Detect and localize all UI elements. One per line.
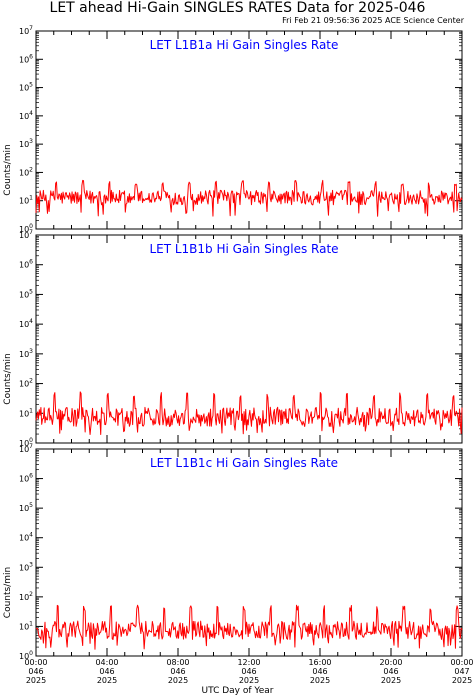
x-tick-label-year: 2025 [26,676,46,685]
x-tick-label-time: 12:00 [237,658,260,667]
y-tick-label: 103 [19,561,33,572]
y-tick-label: 101 [19,620,33,631]
y-tick-label: 102 [19,378,33,389]
y-tick-label: 100 [19,437,33,448]
x-tick-label-year: 2025 [97,676,117,685]
y-tick-label: 107 [19,443,33,454]
y-axis-label: Counts/min [3,353,13,404]
x-tick-label-doy: 046 [170,667,185,676]
y-tick-label: 101 [19,407,33,418]
panel-title: LET L1B1b Hi Gain Singles Rate [149,242,338,256]
x-tick-label-time: 04:00 [95,658,118,667]
x-tick-label-doy: 046 [383,667,398,676]
page-title: LET ahead Hi-Gain SINGLES RATES Data for… [49,0,426,16]
y-tick-label: 102 [19,591,33,602]
y-tick-label: 106 [19,473,33,484]
y-tick-label: 100 [19,223,33,234]
y-tick-label: 100 [19,650,33,661]
y-tick-label: 102 [19,166,33,177]
x-tick-label-year: 2025 [168,676,188,685]
data-series-line [35,391,463,435]
y-tick-label: 105 [19,288,33,299]
y-axis-label: Counts/min [3,144,13,195]
x-tick-label-doy: 046 [28,667,43,676]
y-tick-label: 103 [19,138,33,149]
panel-1: 100 101 102 103 104 105 106 107 Counts/min LET L1… [3,25,463,234]
x-tick-label-doy: 046 [312,667,327,676]
y-tick-label: 106 [19,53,33,64]
x-tick-label-year: 2025 [239,676,259,685]
y-tick-label: 104 [19,318,33,329]
y-tick-label: 106 [19,259,33,270]
x-tick-label-year: 2025 [452,676,472,685]
y-tick-label: 105 [19,502,33,513]
panel-title: LET L1B1c Hi Gain Singles Rate [150,456,338,470]
x-tick-label-doy: 047 [454,667,469,676]
y-tick-label: 107 [19,25,33,36]
timestamp: Fri Feb 21 09:56:36 2025 ACE Science Cen… [282,16,464,25]
x-tick-label-time: 00:00 [24,658,47,667]
x-tick-label-time: 08:00 [166,658,189,667]
y-tick-label: 103 [19,348,33,359]
x-tick-label-year: 2025 [381,676,401,685]
plot-frame [35,234,463,444]
y-tick-label: 104 [19,110,33,121]
x-axis-label: UTC Day of Year [201,686,274,696]
panel-3: 100 101 102 103 104 105 106 107 Counts/min LET L1… [3,443,463,661]
y-tick-label: 104 [19,532,33,543]
x-tick-label-doy: 046 [241,667,256,676]
x-tick-label-time: 16:00 [308,658,331,667]
x-tick-label-time: 00:00 [450,658,473,667]
x-tick-label-time: 20:00 [379,658,402,667]
panel-title: LET L1B1a Hi Gain Singles Rate [150,38,339,52]
y-axis-label: Counts/min [3,567,13,618]
x-tick-label-year: 2025 [310,676,330,685]
data-series-line [35,604,463,650]
panel-2: 100 101 102 103 104 105 106 107 Counts/min LET L1… [3,229,463,448]
data-series-line [35,179,463,217]
y-tick-label: 101 [19,195,33,206]
y-tick-label: 107 [19,229,33,240]
x-tick-label-doy: 046 [99,667,114,676]
y-tick-label: 105 [19,82,33,93]
